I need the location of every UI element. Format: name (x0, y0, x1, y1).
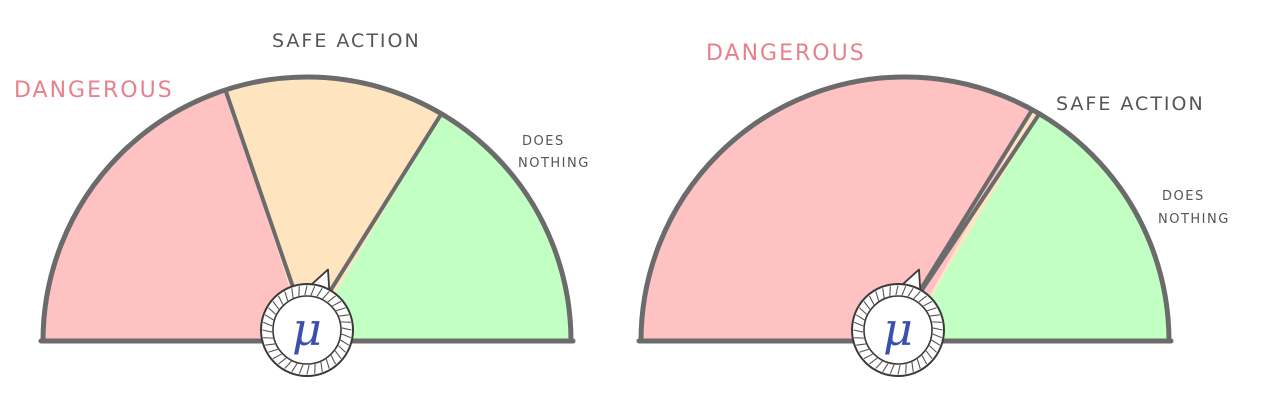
dial-left-knob-tick (327, 295, 336, 303)
dial-left: μ DANGEROUS SAFE ACTION DOES NOTHING (14, 30, 590, 377)
dial-right-knob-tick (928, 345, 937, 353)
dial-right-knob-tick (859, 307, 868, 315)
dial-right-outline (638, 74, 1172, 342)
dial-right-knob-tick (853, 329, 864, 333)
dial-right-knob-tick (901, 285, 907, 296)
dial-right-knob-tick (930, 314, 940, 317)
dial-right-divider-2 (917, 111, 1042, 296)
dial-right-knob-tick (863, 301, 871, 310)
dial-left-knob-tick (330, 355, 337, 365)
dial-left-region-safe-action (225, 77, 442, 342)
dial-right-label-dangerous: DANGEROUS (706, 41, 866, 66)
dial-left-knob-tick (334, 350, 342, 359)
dial-left-knob-tick (316, 287, 323, 297)
dial-left-label-safe-action: SAFE ACTION (272, 30, 421, 52)
dial-left-knob: μ (260, 268, 354, 377)
dial-right-region-dangerous (641, 77, 1033, 342)
dial-right-knob-tick (882, 288, 885, 298)
dial-left-knob-tick (272, 301, 280, 310)
dial-right-knob-tick (932, 333, 943, 339)
dial-left-label-dangerous: DANGEROUS (14, 78, 174, 103)
dial-right-knob-tick (895, 285, 899, 296)
dial-right-label-does-nothing-2: NOTHING (1158, 212, 1230, 227)
dial-left-knob-tick (332, 300, 342, 307)
dial-right-knob-tick (897, 364, 901, 375)
dial-right-knob-tick (921, 355, 928, 365)
dial-left-knob-tick (336, 307, 346, 312)
dial-right: μ DANGEROUS SAFE ACTION DOES NOTHING (636, 41, 1230, 377)
dial-right-knob-tick (918, 295, 927, 303)
dial-left-knob-ticks (262, 285, 352, 375)
dial-right-knob-tick (875, 291, 880, 301)
dial-right-knob-tick (882, 363, 889, 373)
dial-right-knob-tick (907, 287, 914, 297)
dial-left-knob-tick (337, 345, 346, 353)
dial-right-knob-tick (875, 360, 883, 369)
dial-right-knob-tick (855, 314, 865, 321)
dial-left-knob-tick (264, 314, 274, 321)
dial-left-knob-tick (339, 314, 349, 317)
dial-left-knob-tick (341, 333, 352, 339)
dial-left-knob-tick (278, 357, 287, 365)
dial-right-divider-1 (916, 107, 1035, 296)
dial-left-knob-tick (284, 360, 292, 369)
dial-right-knob-symbol: μ (883, 302, 913, 356)
dial-right-knob-tick (856, 343, 866, 346)
dial-right-knob-tick (869, 357, 878, 365)
dial-right-knob-face (863, 295, 933, 365)
dial-left-knob-tick (340, 339, 350, 346)
dial-right-region-does-nothing (905, 113, 1169, 342)
dial-left-knob-tick (268, 348, 278, 353)
dial-right-knob-tick (931, 339, 941, 346)
dial-right-knob-ticks (853, 285, 943, 375)
dial-left-divider-1 (223, 87, 297, 293)
dial-left-knob-face (272, 295, 342, 365)
dial-left-knob-tick (291, 363, 298, 373)
dial-left-knob-tick (306, 364, 310, 375)
dial-right-label-does-nothing-1: DOES (1162, 189, 1205, 204)
dial-left-label-does-nothing-2: NOTHING (518, 156, 590, 171)
dial-right-knob-tick (911, 362, 914, 372)
dial-right-knob-tick (863, 353, 873, 360)
dial-left-knob-tick (265, 343, 275, 346)
dial-left-knob-tick (284, 291, 289, 301)
dial-right-knob-tick (925, 350, 933, 359)
dial-left-knob-symbol: μ (292, 302, 322, 356)
dial-right-knob-tick (927, 307, 937, 312)
dial-right-knob-tick (923, 300, 933, 307)
dial-right-label-safe-action: SAFE ACTION (1056, 93, 1205, 115)
dial-right-knob-tick (932, 327, 943, 331)
dial-left-knob-tick (262, 329, 273, 333)
dial-left-knob-tick (325, 359, 330, 369)
dial-left-knob-tick (322, 291, 330, 300)
dial-left-knob-tick (320, 362, 323, 372)
dial-left-divider-2 (326, 111, 444, 296)
dial-left-label-does-nothing-1: DOES (522, 134, 565, 149)
dial-left-outline (40, 74, 574, 342)
dial-left-knob-tick (277, 295, 284, 305)
dial-left-knob-tick (272, 353, 282, 360)
dial-right-knob-tick (853, 321, 864, 327)
dial-left-knob-tick (341, 327, 352, 331)
dial-left-region-does-nothing (307, 113, 571, 342)
dial-left-knob-tick (268, 307, 277, 315)
dial-right-knob-tick (916, 359, 921, 369)
dial-right-knob-tick (913, 291, 921, 300)
dial-left-knob-tick (291, 288, 294, 298)
dial-left-knob-tick (304, 285, 308, 296)
dial-right-knob-tick (859, 348, 869, 353)
dial-left-knob-tick (262, 321, 273, 327)
dial-left-region-dangerous (43, 89, 307, 341)
dial-left-knob-tick (310, 285, 316, 296)
dial-right-knob-tick (889, 364, 895, 375)
dial-right-knob: μ (851, 268, 945, 377)
dial-left-knob-tick (298, 364, 304, 375)
dial-right-knob-tick (868, 295, 875, 305)
